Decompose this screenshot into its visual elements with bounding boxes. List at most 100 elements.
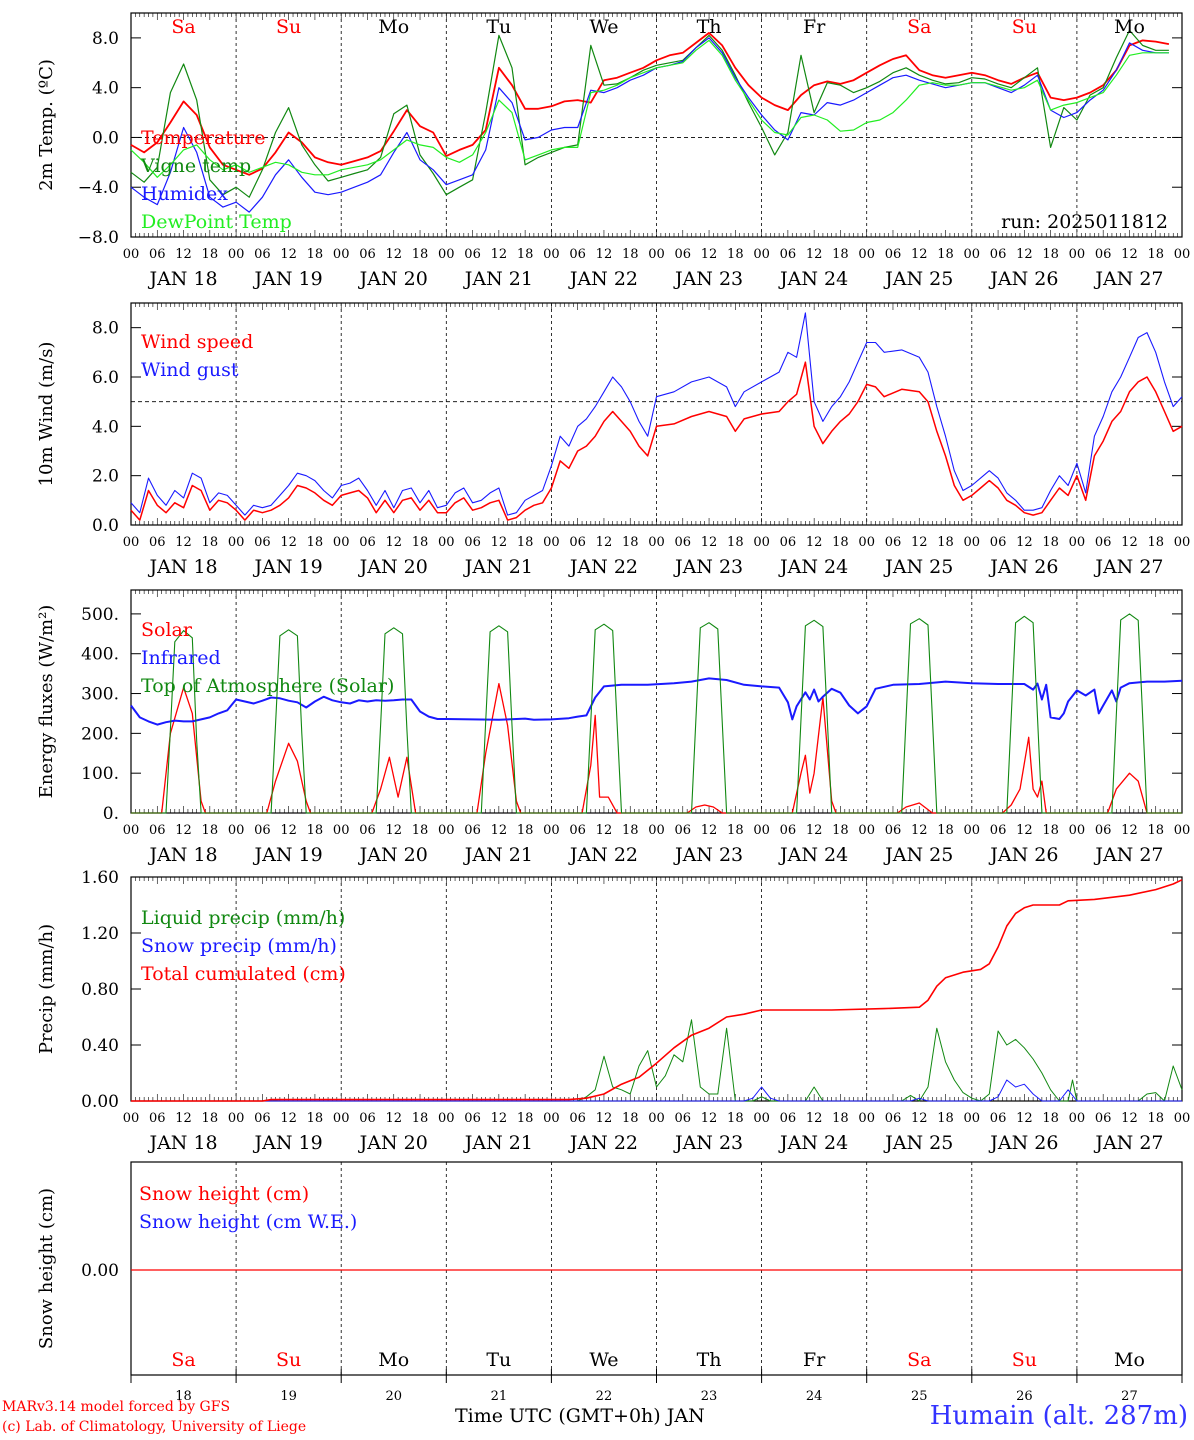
weekday-label-bottom: Su — [276, 1349, 301, 1371]
date-label: JAN 22 — [568, 1132, 638, 1154]
date-label: JAN 21 — [463, 1132, 533, 1154]
hour-tick-label: 00 — [753, 823, 770, 838]
legend-entry: Solar — [141, 619, 193, 641]
legend-entry: Vigne temp — [140, 155, 251, 177]
day-number-label: 19 — [280, 1389, 297, 1404]
weekday-label-top: Su — [276, 16, 301, 38]
hour-tick-label: 00 — [123, 823, 140, 838]
legend-entry: Humidex — [141, 183, 228, 205]
date-label: JAN 19 — [253, 268, 323, 290]
hour-tick-label: 00 — [964, 247, 981, 262]
series-line — [131, 1079, 1182, 1102]
hour-tick-label: 06 — [1095, 247, 1112, 262]
hour-tick-label: 12 — [596, 1111, 613, 1126]
hour-tick-label: 00 — [1174, 247, 1191, 262]
hour-tick-label: 12 — [701, 823, 718, 838]
hour-tick-label: 12 — [280, 247, 297, 262]
hour-tick-label: 12 — [1121, 1111, 1138, 1126]
series-line — [130, 29, 1169, 198]
hour-tick-label: 18 — [1042, 247, 1059, 262]
day-number-label: 22 — [596, 1389, 613, 1404]
hour-tick-label: 06 — [675, 247, 692, 262]
hour-tick-label: 18 — [517, 1111, 534, 1126]
panel-1: −8.0 −4.0 0.0 4.0 8.0 2m Temp. (ºC) 00 06 12 18 JA… — [36, 12, 1191, 290]
legend-entry: Wind speed — [141, 331, 253, 353]
hour-tick-label: 12 — [385, 535, 402, 550]
y-axis-label: 2m Temp. (ºC) — [36, 59, 57, 191]
hour-tick-label: 12 — [701, 1111, 718, 1126]
hour-tick-label: 18 — [412, 823, 429, 838]
hour-tick-label: 06 — [149, 1111, 166, 1126]
hour-tick-label: 18 — [307, 1111, 324, 1126]
hour-tick-label: 06 — [464, 823, 481, 838]
hour-tick-label: 00 — [438, 823, 455, 838]
hour-tick-label: 18 — [832, 1111, 849, 1126]
hour-tick-label: 00 — [1174, 535, 1191, 550]
date-label: JAN 26 — [988, 844, 1058, 866]
hour-tick-label: 00 — [438, 247, 455, 262]
hour-tick-label: 18 — [1147, 535, 1164, 550]
hour-tick-label: 06 — [990, 823, 1007, 838]
hour-tick-label: 06 — [149, 823, 166, 838]
hour-tick-label: 06 — [254, 247, 271, 262]
hour-tick-label: 12 — [491, 1111, 508, 1126]
y-axis-label: 10m Wind (m/s) — [36, 342, 57, 487]
y-tick-label: 1.20 — [81, 924, 119, 944]
day-number-label: 26 — [1016, 1389, 1033, 1404]
hour-tick-label: 12 — [491, 823, 508, 838]
hour-tick-label: 18 — [832, 535, 849, 550]
legend-entry: Wind gust — [141, 359, 239, 381]
x-axis-title: Time UTC (GMT+0h) JAN — [455, 1405, 705, 1427]
hour-tick-label: 06 — [254, 823, 271, 838]
hour-tick-label: 00 — [753, 247, 770, 262]
date-label: JAN 24 — [778, 268, 848, 290]
y-tick-label: 0. — [103, 804, 119, 824]
y-axis-label: Snow height (cm) — [36, 1188, 57, 1349]
weekday-label-top: Mo — [1114, 16, 1145, 38]
hour-tick-label: 18 — [937, 1111, 954, 1126]
y-tick-label: 0.40 — [81, 1036, 119, 1056]
hour-tick-label: 18 — [727, 1111, 744, 1126]
hour-tick-label: 18 — [727, 247, 744, 262]
legend-entry: Liquid precip (mm/h) — [141, 907, 345, 929]
hour-tick-label: 00 — [964, 1111, 981, 1126]
y-tick-label: 2.0 — [92, 467, 119, 487]
legend-entry: Snow height (cm W.E.) — [139, 1211, 357, 1233]
weekday-label-top: Th — [697, 16, 722, 38]
y-tick-label: 8.0 — [92, 29, 119, 49]
hour-tick-label: 06 — [1095, 823, 1112, 838]
weekday-label-bottom: Su — [1012, 1349, 1037, 1371]
hour-tick-label: 18 — [517, 823, 534, 838]
hour-tick-label: 18 — [517, 535, 534, 550]
date-label: JAN 27 — [1093, 844, 1163, 866]
weekday-label-top: Tu — [486, 16, 511, 38]
hour-tick-label: 18 — [202, 823, 219, 838]
panel-5: 0.00 Snow height (cm) Snow height (cm) Snow… — [36, 1161, 1183, 1383]
hour-tick-label: 12 — [280, 1111, 297, 1126]
hour-tick-label: 00 — [333, 247, 350, 262]
date-label: JAN 24 — [778, 844, 848, 866]
hour-tick-label: 00 — [964, 823, 981, 838]
hour-tick-label: 18 — [622, 247, 639, 262]
hour-tick-label: 06 — [254, 1111, 271, 1126]
station-name: Humain (alt. 287m) — [929, 1401, 1188, 1431]
hour-tick-label: 06 — [1095, 1111, 1112, 1126]
hour-tick-label: 00 — [543, 247, 560, 262]
date-label: JAN 19 — [253, 1132, 323, 1154]
hour-tick-label: 18 — [517, 247, 534, 262]
hour-tick-label: 12 — [911, 1111, 928, 1126]
date-label: JAN 23 — [673, 1132, 743, 1154]
day-number-label: 23 — [701, 1389, 718, 1404]
date-label: JAN 20 — [358, 268, 428, 290]
hour-tick-label: 00 — [858, 1111, 875, 1126]
day-number-label: 25 — [911, 1389, 928, 1404]
hour-tick-label: 06 — [780, 535, 797, 550]
hour-tick-label: 06 — [885, 535, 902, 550]
y-tick-label: 300. — [81, 685, 119, 705]
hour-tick-label: 00 — [1069, 535, 1086, 550]
hour-tick-label: 12 — [1016, 823, 1033, 838]
y-axis-label: Energy fluxes (W/m²) — [36, 605, 57, 799]
date-label: JAN 22 — [568, 844, 638, 866]
hour-tick-label: 12 — [596, 247, 613, 262]
